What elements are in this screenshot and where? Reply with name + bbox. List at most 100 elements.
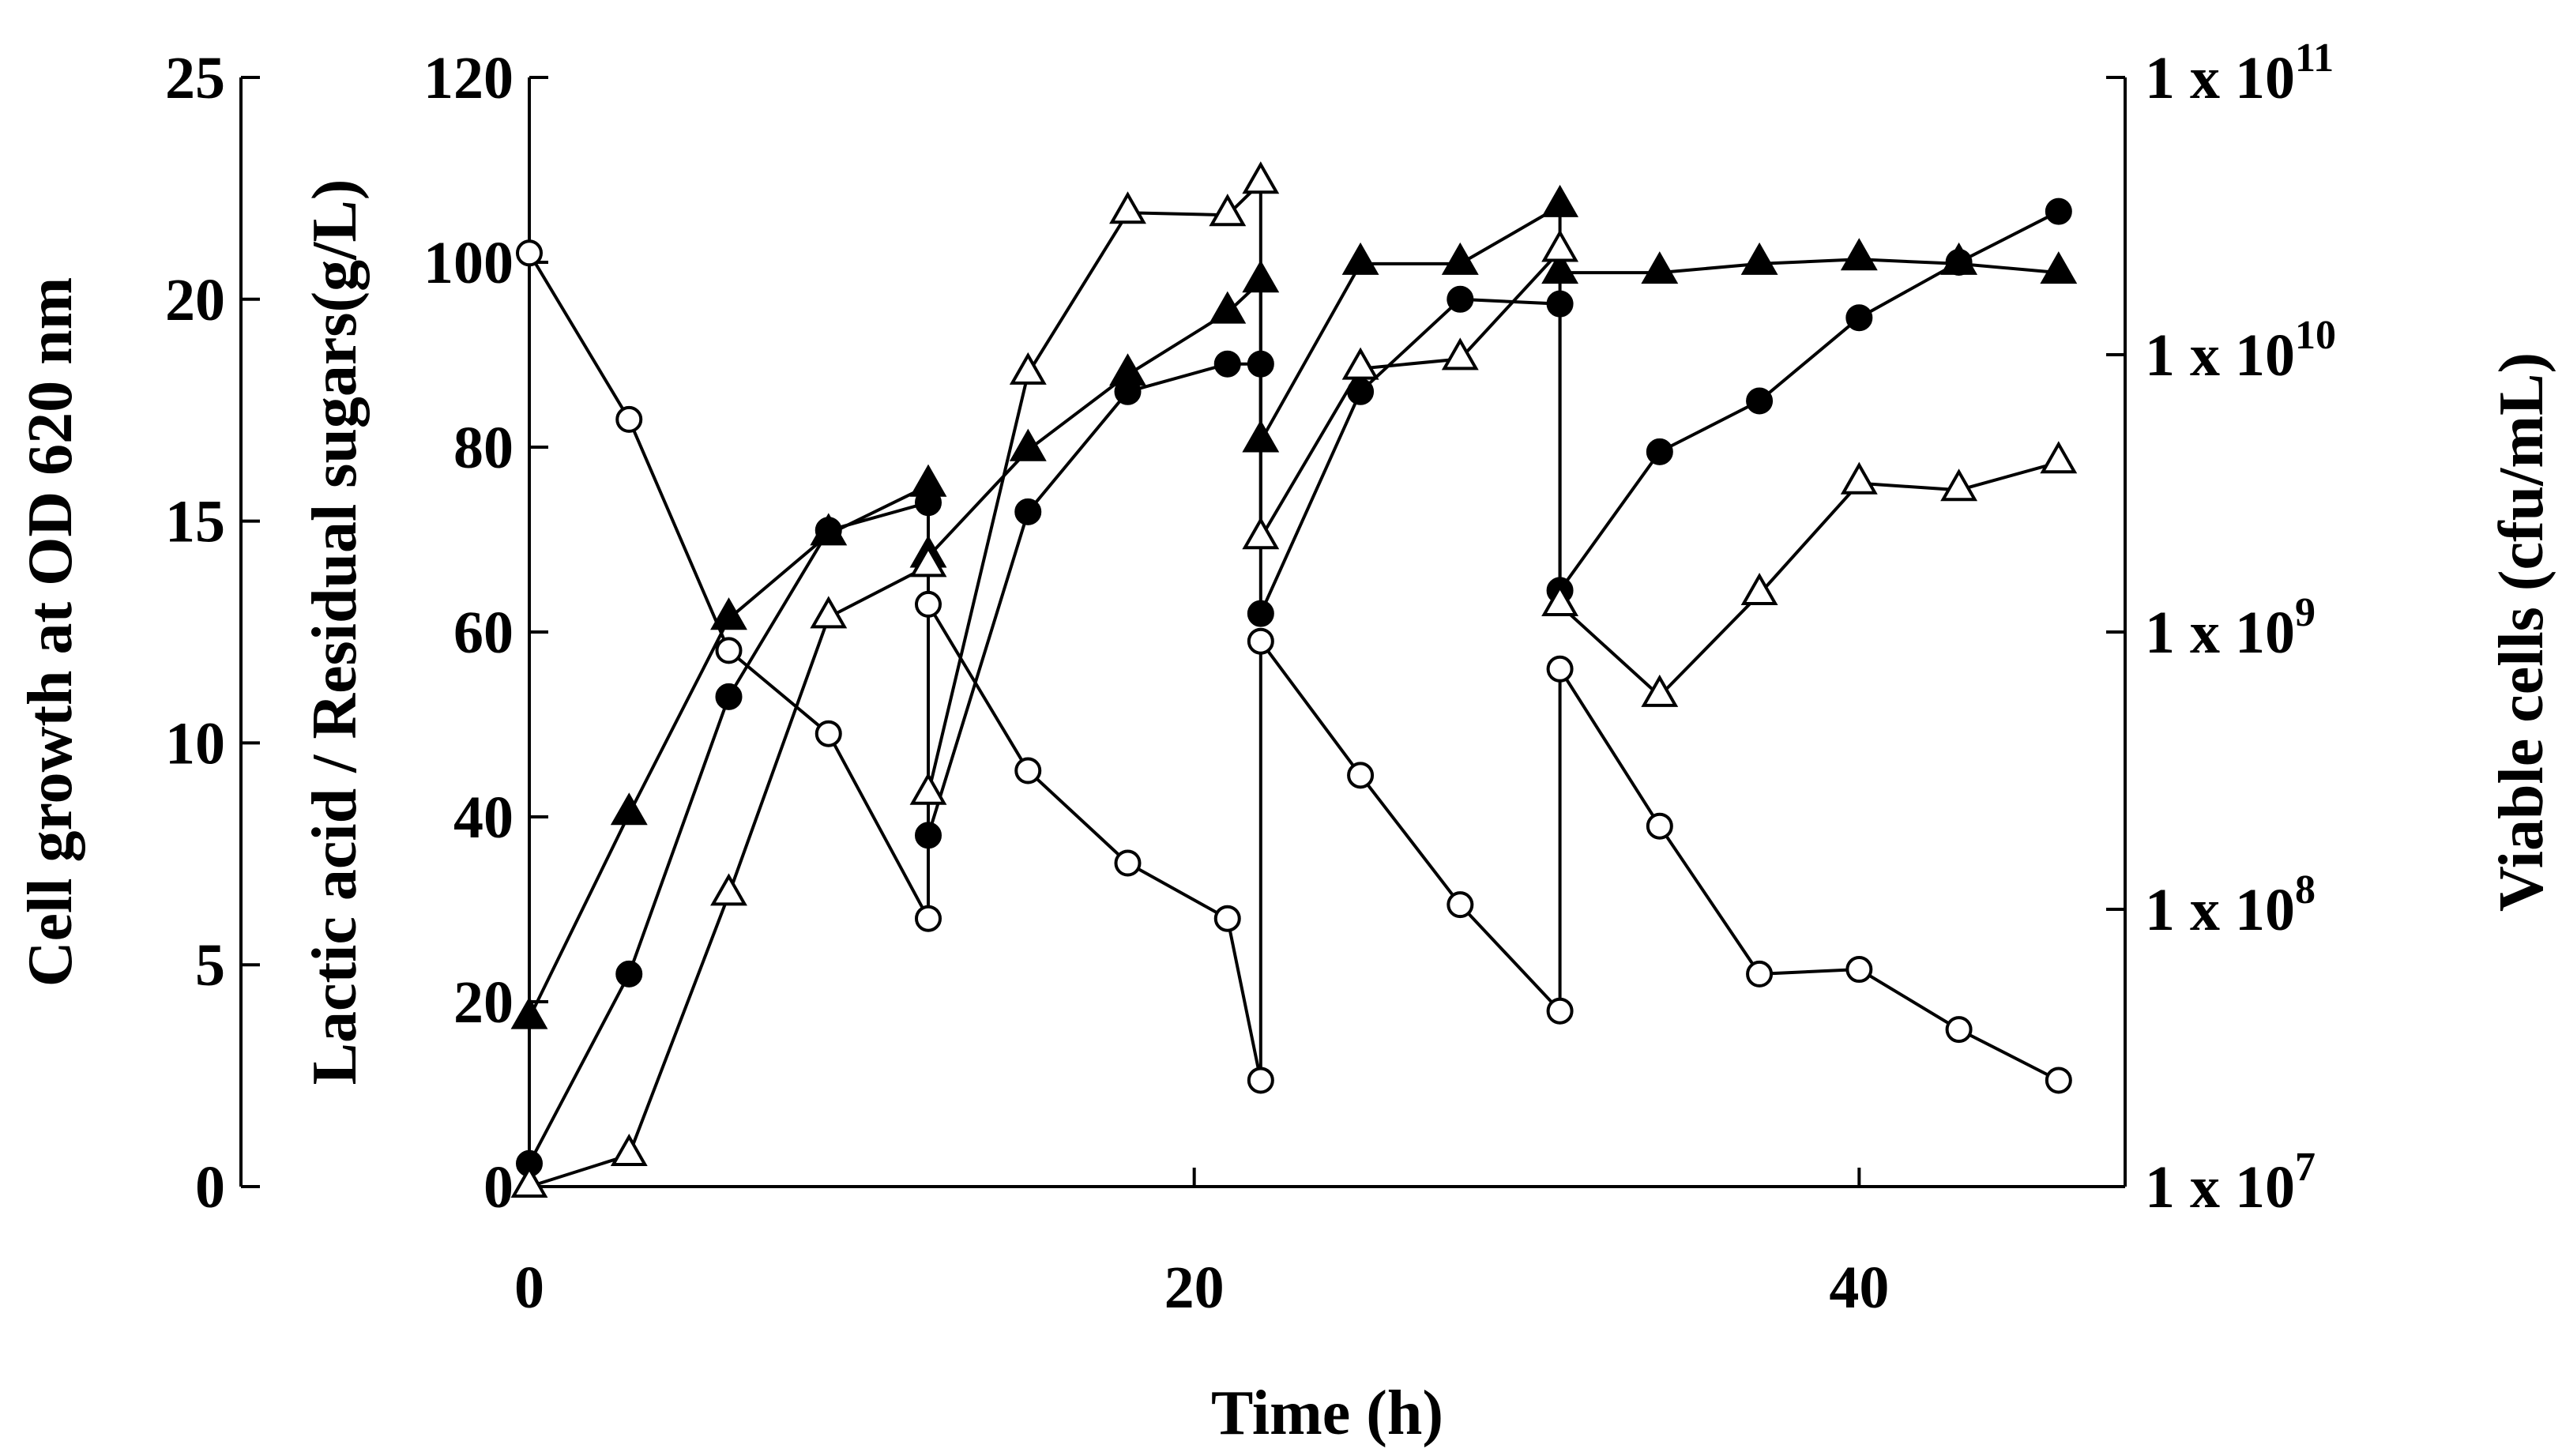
data-point-cell-growth-od-620-nm — [1109, 353, 1146, 386]
data-point-viable-cells-cfu-ml — [1740, 572, 1778, 605]
data-point-viable-cells-cfu-ml — [909, 772, 947, 805]
data-point-residual-sugars — [1114, 849, 1142, 877]
data-point-viable-cells-cfu-ml — [1840, 461, 1878, 495]
data-point-viable-cells-cfu-ml — [810, 596, 848, 629]
data-point-lactic-acid — [2045, 198, 2072, 225]
data-point-cell-growth-od-620-nm — [1541, 251, 1579, 284]
data-point-residual-sugars — [814, 720, 842, 747]
data-point-residual-sugars — [1845, 956, 1873, 984]
od-tick-label: 20 — [165, 267, 225, 333]
od-tick-label: 10 — [165, 710, 225, 777]
cfu-tick-label: 1 x 1010 — [2145, 313, 2336, 389]
data-point-lactic-acid — [1845, 304, 1873, 332]
data-point-residual-sugars — [915, 905, 942, 932]
data-point-viable-cells-cfu-ml — [1940, 468, 1978, 502]
series-lines — [528, 179, 2060, 1188]
data-point-lactic-acid — [1746, 387, 1774, 415]
data-point-cell-growth-od-620-nm — [1242, 419, 1280, 453]
data-point-lactic-acid — [1247, 350, 1274, 378]
od-tick-label: 0 — [195, 1154, 225, 1221]
data-point-lactic-acid — [1347, 378, 1375, 405]
gl-tick-label: 40 — [453, 784, 514, 851]
cfu-tick-exponent: 10 — [2295, 313, 2336, 358]
data-point-cell-growth-od-620-nm — [1541, 184, 1579, 217]
gl-axis-title: Lactic acid / Residual sugars(g/L) — [300, 179, 370, 1085]
data-point-residual-sugars — [1247, 627, 1274, 655]
od-axis-title: Cell growth at OD 620 nm — [16, 277, 85, 987]
data-point-residual-sugars — [1546, 997, 1574, 1025]
data-point-cell-growth-od-620-nm — [2040, 251, 2078, 284]
data-point-cell-growth-od-620-nm — [1242, 260, 1280, 293]
data-point-viable-cells-cfu-ml — [1109, 191, 1146, 224]
data-point-cell-growth-od-620-nm — [1840, 238, 1878, 271]
data-point-cell-growth-od-620-nm — [1940, 242, 1978, 275]
series-line-residual-sugars — [528, 252, 2060, 1082]
cfu-tick-base: 1 x 10 — [2145, 600, 2295, 666]
data-point-residual-sugars — [1546, 655, 1574, 683]
data-point-lactic-acid — [1546, 290, 1574, 318]
data-point-cell-growth-od-620-nm — [1740, 242, 1778, 275]
data-point-cell-growth-od-620-nm — [710, 597, 747, 630]
data-point-viable-cells-cfu-ml — [1441, 337, 1479, 371]
data-point-residual-sugars — [2045, 1067, 2072, 1094]
data-point-lactic-acid — [1014, 498, 1042, 525]
data-point-viable-cells-cfu-ml — [1641, 674, 1679, 707]
cfu-axis-title: Viable cells (cfu/mL) — [2487, 352, 2556, 912]
data-point-residual-sugars — [715, 637, 743, 664]
data-point-residual-sugars — [1945, 1016, 1973, 1044]
gl-tick-label: 80 — [453, 415, 514, 481]
data-point-viable-cells-cfu-ml — [909, 544, 947, 578]
data-point-viable-cells-cfu-ml — [1541, 229, 1579, 262]
gl-tick-label: 0 — [483, 1154, 514, 1221]
cfu-tick-base: 1 x 10 — [2145, 45, 2295, 111]
cfu-tick-label: 1 x 109 — [2145, 590, 2316, 666]
gl-tick-label: 100 — [423, 230, 514, 296]
data-point-viable-cells-cfu-ml — [1009, 352, 1047, 385]
data-point-cell-growth-od-620-nm — [909, 464, 947, 497]
data-point-cell-growth-od-620-nm — [1341, 242, 1379, 275]
data-point-residual-sugars — [915, 590, 942, 618]
data-point-lactic-acid — [715, 683, 743, 710]
data-point-cell-growth-od-620-nm — [1209, 291, 1247, 324]
data-point-cell-growth-od-620-nm — [1441, 242, 1479, 275]
x-tick-label: 0 — [514, 1255, 544, 1321]
cfu-tick-exponent: 11 — [2295, 36, 2334, 81]
gl-tick-label: 60 — [453, 600, 514, 666]
data-point-residual-sugars — [1646, 812, 1673, 840]
cfu-tick-label: 1 x 108 — [2145, 867, 2316, 943]
data-point-lactic-acid — [615, 960, 643, 988]
cfu-tick-exponent: 8 — [2295, 867, 2316, 912]
data-point-residual-sugars — [1014, 757, 1042, 784]
cfu-tick-exponent: 9 — [2295, 590, 2316, 635]
data-point-cell-growth-od-620-nm — [1009, 428, 1047, 461]
od-tick-label: 5 — [195, 932, 225, 999]
x-axis-title: Time (h) — [1211, 1379, 1443, 1448]
data-point-viable-cells-cfu-ml — [510, 1164, 548, 1198]
data-point-viable-cells-cfu-ml — [710, 873, 747, 906]
cfu-tick-base: 1 x 10 — [2145, 877, 2295, 943]
data-point-residual-sugars — [1447, 891, 1474, 919]
data-point-residual-sugars — [1247, 1067, 1274, 1094]
data-point-residual-sugars — [1347, 762, 1375, 789]
od-tick-label: 25 — [165, 45, 225, 111]
data-point-residual-sugars — [615, 405, 643, 433]
data-point-lactic-acid — [1247, 600, 1274, 627]
data-point-viable-cells-cfu-ml — [610, 1133, 648, 1166]
od-tick-label: 15 — [165, 489, 225, 555]
data-point-lactic-acid — [915, 822, 942, 849]
cfu-tick-label: 1 x 1011 — [2145, 36, 2334, 111]
series-markers — [510, 161, 2078, 1198]
data-point-viable-cells-cfu-ml — [1242, 161, 1280, 194]
data-point-residual-sugars — [516, 239, 543, 267]
data-point-viable-cells-cfu-ml — [2040, 441, 2078, 474]
data-point-lactic-acid — [1646, 438, 1673, 465]
gl-tick-label: 20 — [453, 969, 514, 1036]
data-point-lactic-acid — [1213, 350, 1241, 378]
cfu-tick-base: 1 x 10 — [2145, 1154, 2295, 1221]
data-point-viable-cells-cfu-ml — [1209, 194, 1247, 227]
data-point-cell-growth-od-620-nm — [1641, 251, 1679, 284]
cfu-tick-label: 1 x 107 — [2145, 1145, 2316, 1221]
cfu-tick-exponent: 7 — [2295, 1145, 2316, 1190]
